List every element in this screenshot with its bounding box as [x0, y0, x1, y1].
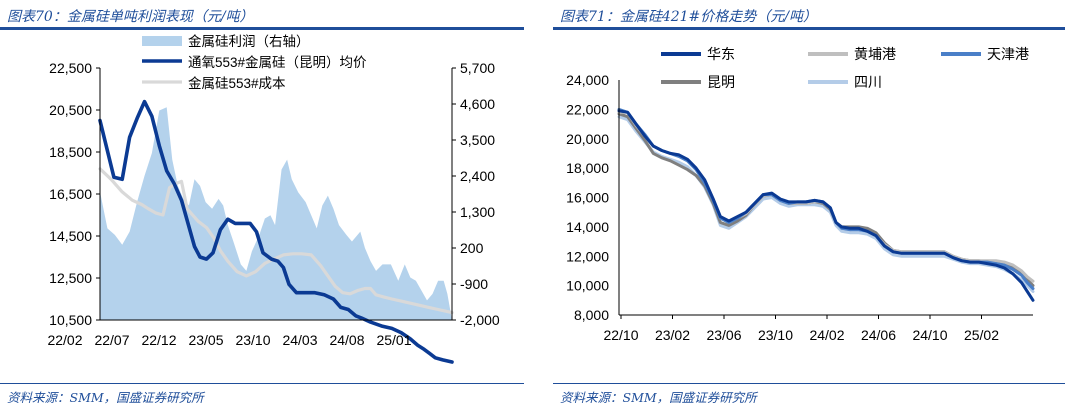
x-tick-label: 24/03	[282, 332, 317, 348]
series-area-profit	[100, 107, 452, 320]
series-line-huangpu	[617, 110, 1035, 283]
y-left-tick-label: 16,500	[49, 186, 92, 202]
chart-source: 资料来源：SMM，国盛证券研究所	[7, 390, 204, 405]
price-chart: 24,000 22,000 20,000 18,000 16,000 14,000 12,0…	[566, 46, 1035, 343]
title-underline	[0, 27, 524, 30]
y-right-tick-label: 2,400	[460, 168, 495, 184]
x-tick-label: 25/01	[376, 332, 411, 348]
y-left-tick-label: 10,500	[49, 312, 92, 328]
x-tick-label: 22/02	[47, 332, 82, 348]
y-left-tick-label: 20,500	[49, 102, 92, 118]
legend-label-tianjin: 天津港	[987, 46, 1029, 62]
y-right-tick-label: -900	[460, 276, 488, 292]
y-left-tick-label: 14,500	[49, 228, 92, 244]
y-left-tick-label: 18,500	[49, 144, 92, 160]
y-right-tick-label: 200	[460, 240, 484, 256]
series-line-huadong	[617, 109, 1035, 302]
y-right-tick-label: -2,000	[460, 312, 500, 328]
price-chart-panel: 图表71：金属硅421#价格走势（元/吨） 24,000 22,000 20,000…	[553, 0, 1065, 410]
y-right-tick-label: 4,600	[460, 96, 495, 112]
chart-source: 资料来源：SMM，国盛证券研究所	[560, 390, 757, 405]
x-tick-label: 23/06	[706, 327, 741, 343]
legend-label-sichuan: 四川	[854, 74, 882, 90]
legend-label-huangpu: 黄埔港	[854, 46, 896, 62]
y-tick-label: 12,000	[566, 248, 609, 264]
source-divider	[0, 383, 524, 384]
x-tick-label: 22/07	[94, 332, 129, 348]
legend-label-huadong: 华东	[707, 46, 735, 62]
x-tick-label: 23/10	[235, 332, 270, 348]
x-tick-label: 24/10	[912, 327, 947, 343]
x-tick-label: 23/02	[655, 327, 690, 343]
x-tick-label: 22/10	[603, 327, 638, 343]
title-underline	[553, 27, 1065, 30]
x-tick-label: 24/02	[809, 327, 844, 343]
y-left-tick-label: 22,500	[49, 60, 92, 76]
legend-label-avg-price: 通氧553#金属硅（昆明）均价	[188, 55, 367, 70]
legend-swatch-profit	[142, 36, 182, 46]
y-left-tick-label: 12,500	[49, 270, 92, 286]
series-line-avg-price	[98, 99, 454, 364]
y-tick-label: 14,000	[566, 219, 609, 235]
y-tick-label: 20,000	[566, 131, 609, 147]
source-divider	[553, 383, 1065, 384]
y-tick-label: 22,000	[566, 101, 609, 117]
x-tick-label: 24/06	[861, 327, 896, 343]
legend-label-kunming: 昆明	[707, 74, 735, 90]
profit-chart-panel: 图表70：金属硅单吨利润表现（元/吨） 22,500 20,500 18,500 16…	[0, 0, 524, 410]
y-tick-label: 16,000	[566, 190, 609, 206]
y-tick-label: 24,000	[566, 72, 609, 88]
legend-label-cost: 金属硅553#成本	[188, 76, 286, 91]
y-right-tick-label: 1,300	[460, 204, 495, 220]
y-tick-label: 10,000	[566, 278, 609, 294]
chart-title: 图表70：金属硅单吨利润表现（元/吨）	[7, 9, 254, 25]
profit-chart: 22,500 20,500 18,500 16,500 14,500 12,500 10,5…	[47, 34, 500, 364]
chart-title: 图表71：金属硅421#价格走势（元/吨）	[560, 9, 817, 25]
x-tick-label: 23/05	[188, 332, 223, 348]
y-right-tick-label: 5,700	[460, 60, 495, 76]
x-tick-label: 22/12	[141, 332, 176, 348]
x-tick-label: 24/08	[329, 332, 364, 348]
y-tick-label: 8,000	[574, 307, 609, 323]
y-right-tick-label: 3,500	[460, 132, 495, 148]
legend-label-profit: 金属硅利润（右轴）	[188, 34, 310, 49]
x-tick-label: 25/02	[964, 327, 999, 343]
y-tick-label: 18,000	[566, 160, 609, 176]
x-tick-label: 23/10	[758, 327, 793, 343]
